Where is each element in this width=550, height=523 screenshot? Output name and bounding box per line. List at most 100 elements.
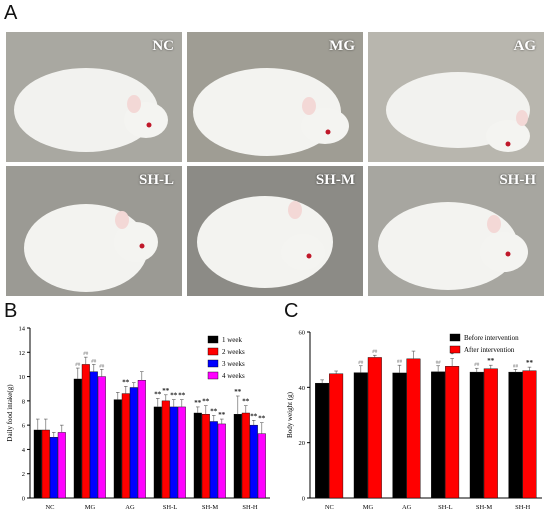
bar [431, 371, 446, 499]
photo-mg: MG [187, 32, 363, 162]
significance-marker: ** [178, 392, 186, 400]
x-tick-label: AG [125, 504, 135, 511]
photo-sh-l: SH-L [6, 166, 182, 296]
y-tick-label: 12 [19, 350, 26, 357]
significance-marker: ** [526, 359, 534, 367]
bar [392, 372, 407, 499]
legend-swatch [207, 359, 219, 368]
significance-marker: ## [513, 364, 519, 369]
y-tick-label: 14 [19, 326, 26, 333]
mouse-image [187, 166, 363, 296]
x-tick-label: SH-L [438, 504, 452, 511]
significance-marker: ## [83, 352, 89, 357]
x-tick-label: AG [402, 504, 412, 511]
legend-label: 4 weeks [222, 372, 245, 380]
bar [249, 424, 258, 499]
x-tick-label: SH-H [242, 504, 257, 511]
significance-marker: ## [358, 361, 364, 366]
bar [81, 364, 90, 499]
bar [406, 358, 421, 499]
photo-sh-m: SH-M [187, 166, 363, 296]
y-tick-label: 60 [299, 330, 306, 337]
bar [129, 387, 138, 499]
photo-label: SH-H [499, 172, 536, 188]
chart-food-intake: 0 2 4 6 8 10 12 14 Daily food intake(g) NC MG ## ## #… [0, 318, 276, 523]
legend-swatch [207, 335, 219, 344]
photo-label: MG [329, 38, 355, 54]
y-tick-label: 10 [19, 374, 26, 381]
bar [113, 399, 122, 499]
bar [257, 433, 266, 499]
mouse-image [368, 166, 544, 296]
mouse-image [368, 32, 544, 162]
bar [89, 371, 98, 499]
significance-marker: ** [210, 407, 218, 415]
bar [97, 376, 106, 499]
bar [367, 357, 382, 499]
body-weight-chart-svg: 0 20 40 60 Body weight (g) NC MG ## ## AG ## SH-L ##… [286, 330, 542, 511]
bar [137, 380, 146, 499]
significance-marker: ** [258, 415, 266, 423]
x-tick-label: MG [363, 504, 374, 511]
y-axis-label: Body weight (g) [286, 391, 294, 438]
significance-marker: ** [170, 392, 178, 400]
bar [353, 372, 368, 499]
bar [169, 406, 178, 499]
y-axis-label: Daily food intake(g) [6, 384, 14, 442]
photo-nc: NC [6, 32, 182, 162]
legend-swatch [207, 371, 219, 380]
photo-sh-h: SH-H [368, 166, 544, 296]
x-tick-label: NC [325, 504, 334, 511]
bar [121, 393, 130, 499]
y-tick-label: 8 [22, 398, 25, 405]
significance-marker: ## [436, 361, 442, 366]
bar [233, 414, 242, 499]
photo-label: SH-L [138, 172, 174, 188]
significance-marker: ** [250, 412, 258, 420]
significance-marker: ** [218, 411, 226, 419]
bar [241, 412, 250, 499]
bar [41, 429, 50, 499]
photo-label: SH-M [315, 172, 355, 188]
bar [201, 414, 210, 499]
bar [483, 368, 498, 499]
bar [315, 382, 330, 499]
bar [522, 370, 537, 499]
bar [445, 366, 460, 499]
bar [161, 400, 170, 499]
bar [177, 406, 186, 499]
x-tick-label: SH-H [515, 504, 530, 511]
x-tick-label: SH-M [202, 504, 218, 511]
bar [329, 373, 344, 499]
significance-marker: ## [372, 350, 378, 355]
legend-swatch [449, 345, 461, 354]
bar [209, 421, 218, 499]
x-tick-label: SH-M [476, 504, 492, 511]
x-tick-label: SH-L [163, 504, 177, 511]
significance-marker: ** [194, 399, 202, 407]
legend-swatch [207, 347, 219, 356]
y-tick-label: 4 [22, 447, 26, 454]
bar [153, 406, 162, 499]
y-tick-label: 6 [22, 423, 26, 430]
significance-marker: ## [474, 363, 480, 368]
panel-letter-c: C [284, 300, 299, 322]
significance-marker: ** [234, 388, 242, 396]
y-tick-label: 20 [299, 440, 306, 447]
bar [73, 378, 82, 499]
y-tick-label: 2 [22, 471, 25, 478]
photo-ag: AG [368, 32, 544, 162]
significance-marker: ## [75, 363, 81, 368]
significance-marker: ## [397, 360, 403, 365]
mouse-image [187, 32, 363, 162]
mouse-image [6, 166, 182, 296]
chart-body-weight: 0 20 40 60 Body weight (g) NC MG ## ## AG ## SH-L ##… [280, 318, 548, 523]
significance-marker: ** [162, 387, 170, 395]
bar [217, 423, 226, 499]
legend-label: Before intervention [464, 334, 519, 342]
significance-marker: ** [202, 398, 210, 406]
y-tick-label: 0 [302, 496, 305, 503]
bar [193, 412, 202, 499]
bar [469, 371, 484, 499]
